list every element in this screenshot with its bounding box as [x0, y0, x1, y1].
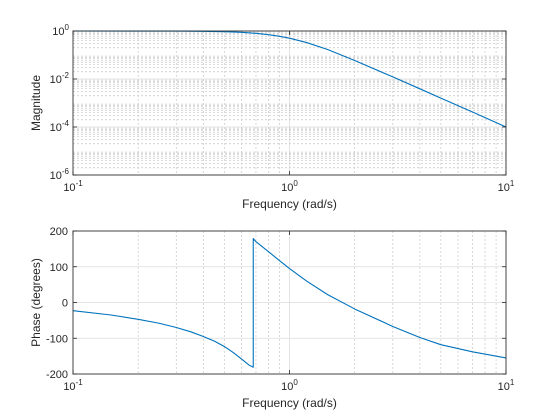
magnitude-x-tick-label-exponent: -1 [76, 179, 84, 188]
magnitude-y-tick-label-base: 10 [52, 26, 64, 38]
magnitude-x-tick-label: 100 [281, 179, 298, 194]
phase-x-tick-label: 101 [498, 378, 515, 393]
magnitude-x-tick-label: 101 [498, 179, 515, 194]
phase-x-tick-label: 100 [281, 378, 298, 393]
magnitude-y-tick-label-exponent: -2 [62, 71, 70, 80]
magnitude-x-tick-label-base: 10 [281, 182, 293, 194]
magnitude-y-tick-label-exponent: -4 [62, 119, 70, 128]
phase-x-tick-label-exponent: -1 [76, 378, 84, 387]
magnitude-y-tick-label-base: 10 [50, 74, 62, 86]
phase-x-tick-label-exponent: 0 [293, 378, 298, 387]
phase-x-axis-label: Frequency (rad/s) [242, 396, 337, 410]
magnitude-y-tick-label: 10-6 [50, 167, 70, 182]
magnitude-y-axis-label: Magnitude [29, 75, 43, 131]
magnitude-y-tick-label: 10-4 [50, 119, 70, 134]
magnitude-y-tick-label: 10-2 [50, 71, 70, 86]
phase-x-tick-label-base: 10 [281, 381, 293, 393]
magnitude-ticks [72, 30, 507, 176]
magnitude-x-tick-label: 10-1 [63, 179, 83, 194]
phase-y-tick-label: -200 [46, 369, 68, 381]
magnitude-y-tick-label-base: 10 [50, 122, 62, 134]
magnitude-x-axis-label: Frequency (rad/s) [242, 197, 337, 211]
magnitude-x-tick-label-base: 10 [63, 182, 75, 194]
phase-series-line [72, 237, 507, 368]
phase-x-tick-label: 10-1 [63, 378, 83, 393]
magnitude-y-tick-label-base: 10 [50, 170, 62, 182]
phase-y-axis-label: Phase (degrees) [29, 258, 43, 347]
phase-x-tick-label-base: 10 [498, 381, 510, 393]
magnitude-x-tick-label-exponent: 1 [510, 179, 515, 188]
magnitude-y-tick-label-exponent: 0 [65, 23, 70, 32]
phase-ticks [72, 230, 507, 375]
phase-y-tick-label: 200 [50, 226, 68, 238]
magnitude-y-tick-label-exponent: -6 [62, 167, 70, 176]
phase-grid [72, 230, 507, 375]
phase-y-tick-label: 0 [62, 298, 68, 310]
phase-y-tick-label: -100 [46, 333, 68, 345]
phase-x-tick-label-exponent: 1 [510, 378, 515, 387]
phase-x-tick-label-base: 10 [63, 381, 75, 393]
magnitude-x-tick-label-base: 10 [498, 182, 510, 194]
magnitude-x-tick-label-exponent: 0 [293, 179, 298, 188]
phase-y-tick-label: 100 [50, 262, 68, 274]
magnitude-grid [72, 30, 507, 176]
magnitude-y-tick-label: 100 [52, 23, 69, 38]
